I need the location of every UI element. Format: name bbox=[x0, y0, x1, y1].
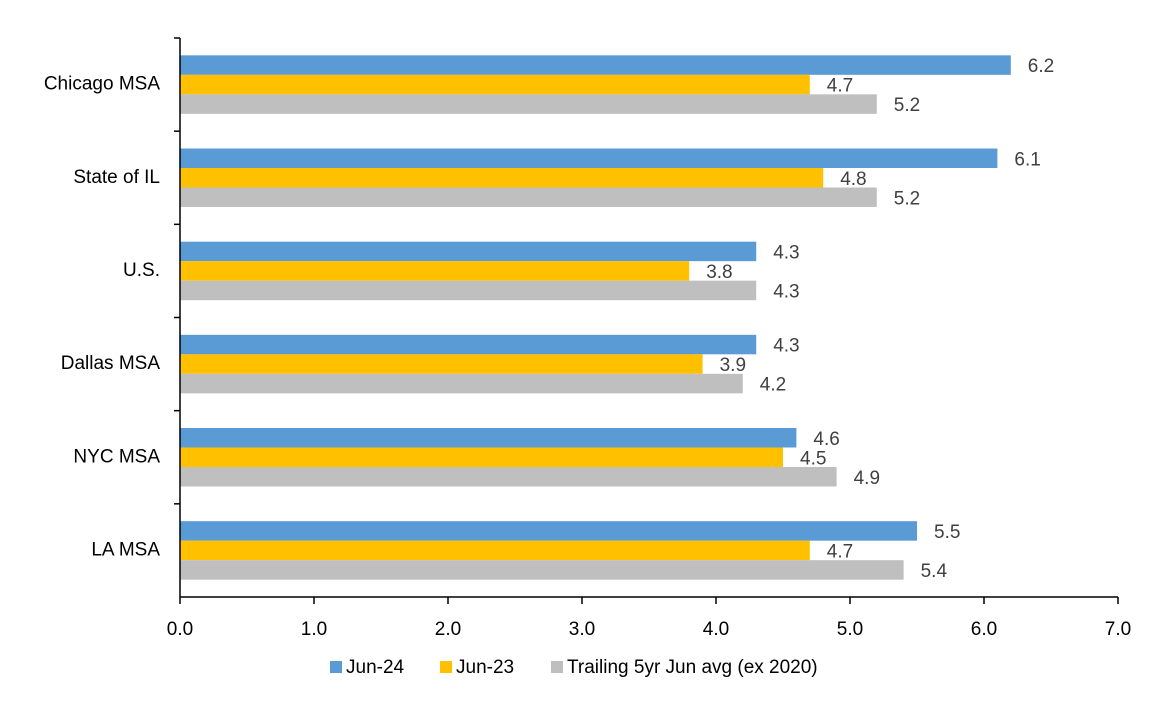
value-label: 5.2 bbox=[894, 95, 920, 116]
x-tick-label: 7.0 bbox=[1105, 619, 1131, 640]
bar bbox=[180, 94, 877, 114]
x-tick-label: 0.0 bbox=[167, 619, 193, 640]
value-label: 5.2 bbox=[894, 188, 920, 209]
value-label: 4.3 bbox=[773, 281, 799, 302]
y-tick-label: State of IL bbox=[73, 167, 160, 188]
x-tick-label: 5.0 bbox=[837, 619, 863, 640]
y-tick-label: NYC MSA bbox=[73, 446, 160, 467]
bar bbox=[180, 261, 690, 281]
value-label: 6.1 bbox=[1014, 149, 1040, 170]
value-label: 4.5 bbox=[800, 448, 826, 469]
value-label: 4.9 bbox=[854, 468, 880, 489]
value-label: 4.7 bbox=[827, 541, 853, 562]
x-tick-label: 2.0 bbox=[435, 619, 461, 640]
value-label: 4.3 bbox=[773, 242, 799, 263]
bar bbox=[180, 187, 877, 207]
bar bbox=[180, 241, 757, 262]
legend-label: Jun-23 bbox=[456, 657, 514, 678]
bar bbox=[180, 74, 810, 95]
legend-swatch bbox=[551, 661, 563, 673]
bar bbox=[180, 428, 797, 448]
bar bbox=[180, 334, 757, 355]
value-label: 3.9 bbox=[720, 355, 746, 376]
legend-label: Jun-24 bbox=[346, 657, 405, 678]
x-tick-label: 4.0 bbox=[703, 619, 729, 640]
value-label: 3.8 bbox=[706, 262, 732, 283]
x-tick-label: 1.0 bbox=[301, 619, 327, 640]
bar bbox=[180, 521, 917, 541]
bar bbox=[180, 560, 904, 580]
y-tick-label: LA MSA bbox=[91, 539, 160, 560]
value-label: 4.6 bbox=[813, 429, 839, 450]
value-label: 4.8 bbox=[840, 169, 866, 190]
value-label: 5.4 bbox=[921, 561, 948, 582]
bar bbox=[180, 280, 757, 301]
bar bbox=[180, 354, 703, 374]
bar bbox=[180, 447, 783, 467]
legend-swatch bbox=[330, 661, 342, 673]
legend-swatch bbox=[440, 661, 452, 673]
value-label: 4.7 bbox=[827, 76, 853, 97]
bar bbox=[180, 540, 810, 561]
value-label: 4.2 bbox=[760, 375, 786, 396]
bar bbox=[180, 373, 743, 394]
x-tick-label: 6.0 bbox=[971, 619, 997, 640]
y-tick-label: Chicago MSA bbox=[44, 74, 160, 95]
bar bbox=[180, 168, 824, 188]
value-label: 6.2 bbox=[1028, 56, 1054, 77]
value-label: 5.5 bbox=[934, 522, 960, 543]
bar bbox=[180, 467, 837, 487]
y-tick-label: U.S. bbox=[123, 260, 160, 281]
bar bbox=[180, 148, 998, 168]
bar bbox=[180, 55, 1011, 75]
x-tick-label: 3.0 bbox=[569, 619, 595, 640]
y-tick-label: Dallas MSA bbox=[61, 353, 161, 374]
legend-label: Trailing 5yr Jun avg (ex 2020) bbox=[567, 657, 818, 678]
value-label: 4.3 bbox=[773, 336, 799, 357]
